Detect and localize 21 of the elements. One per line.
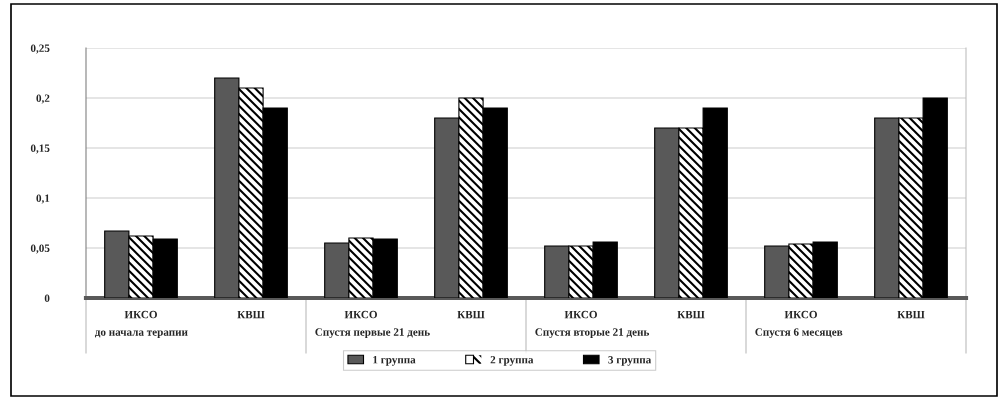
legend-label: 1 группа [373,356,416,366]
legend-label: 3 группа [608,356,652,366]
x-tick-label: ИКСО [784,310,817,319]
x-tick-label: КВШ [677,310,705,319]
text: Спустя вторые 21 день [535,328,650,339]
legend-label: 2 группа [490,356,534,366]
x-tick-label: КВШ [457,310,485,319]
y-tick-label: 0,15 [30,144,50,154]
x-tick-label: ИКСО [344,310,377,319]
x-tick-label: ИКСО [564,310,597,319]
x-tick-label: ИКСО [124,310,157,319]
x-tick-label: КВШ [237,310,265,319]
y-tick-label: 0,25 [30,44,50,54]
y-tick-label: 0 [44,294,50,302]
text: до начала терапии [94,330,188,339]
text: Спустя первые 21 день [315,328,430,339]
y-tick-label: 0,1 [36,194,50,204]
x-tick-label: КВШ [897,310,925,319]
y-tick-label: 0,05 [30,244,50,254]
y-tick-label: 0,2 [36,94,50,104]
text: Спустя 6 месяцев [755,328,843,339]
